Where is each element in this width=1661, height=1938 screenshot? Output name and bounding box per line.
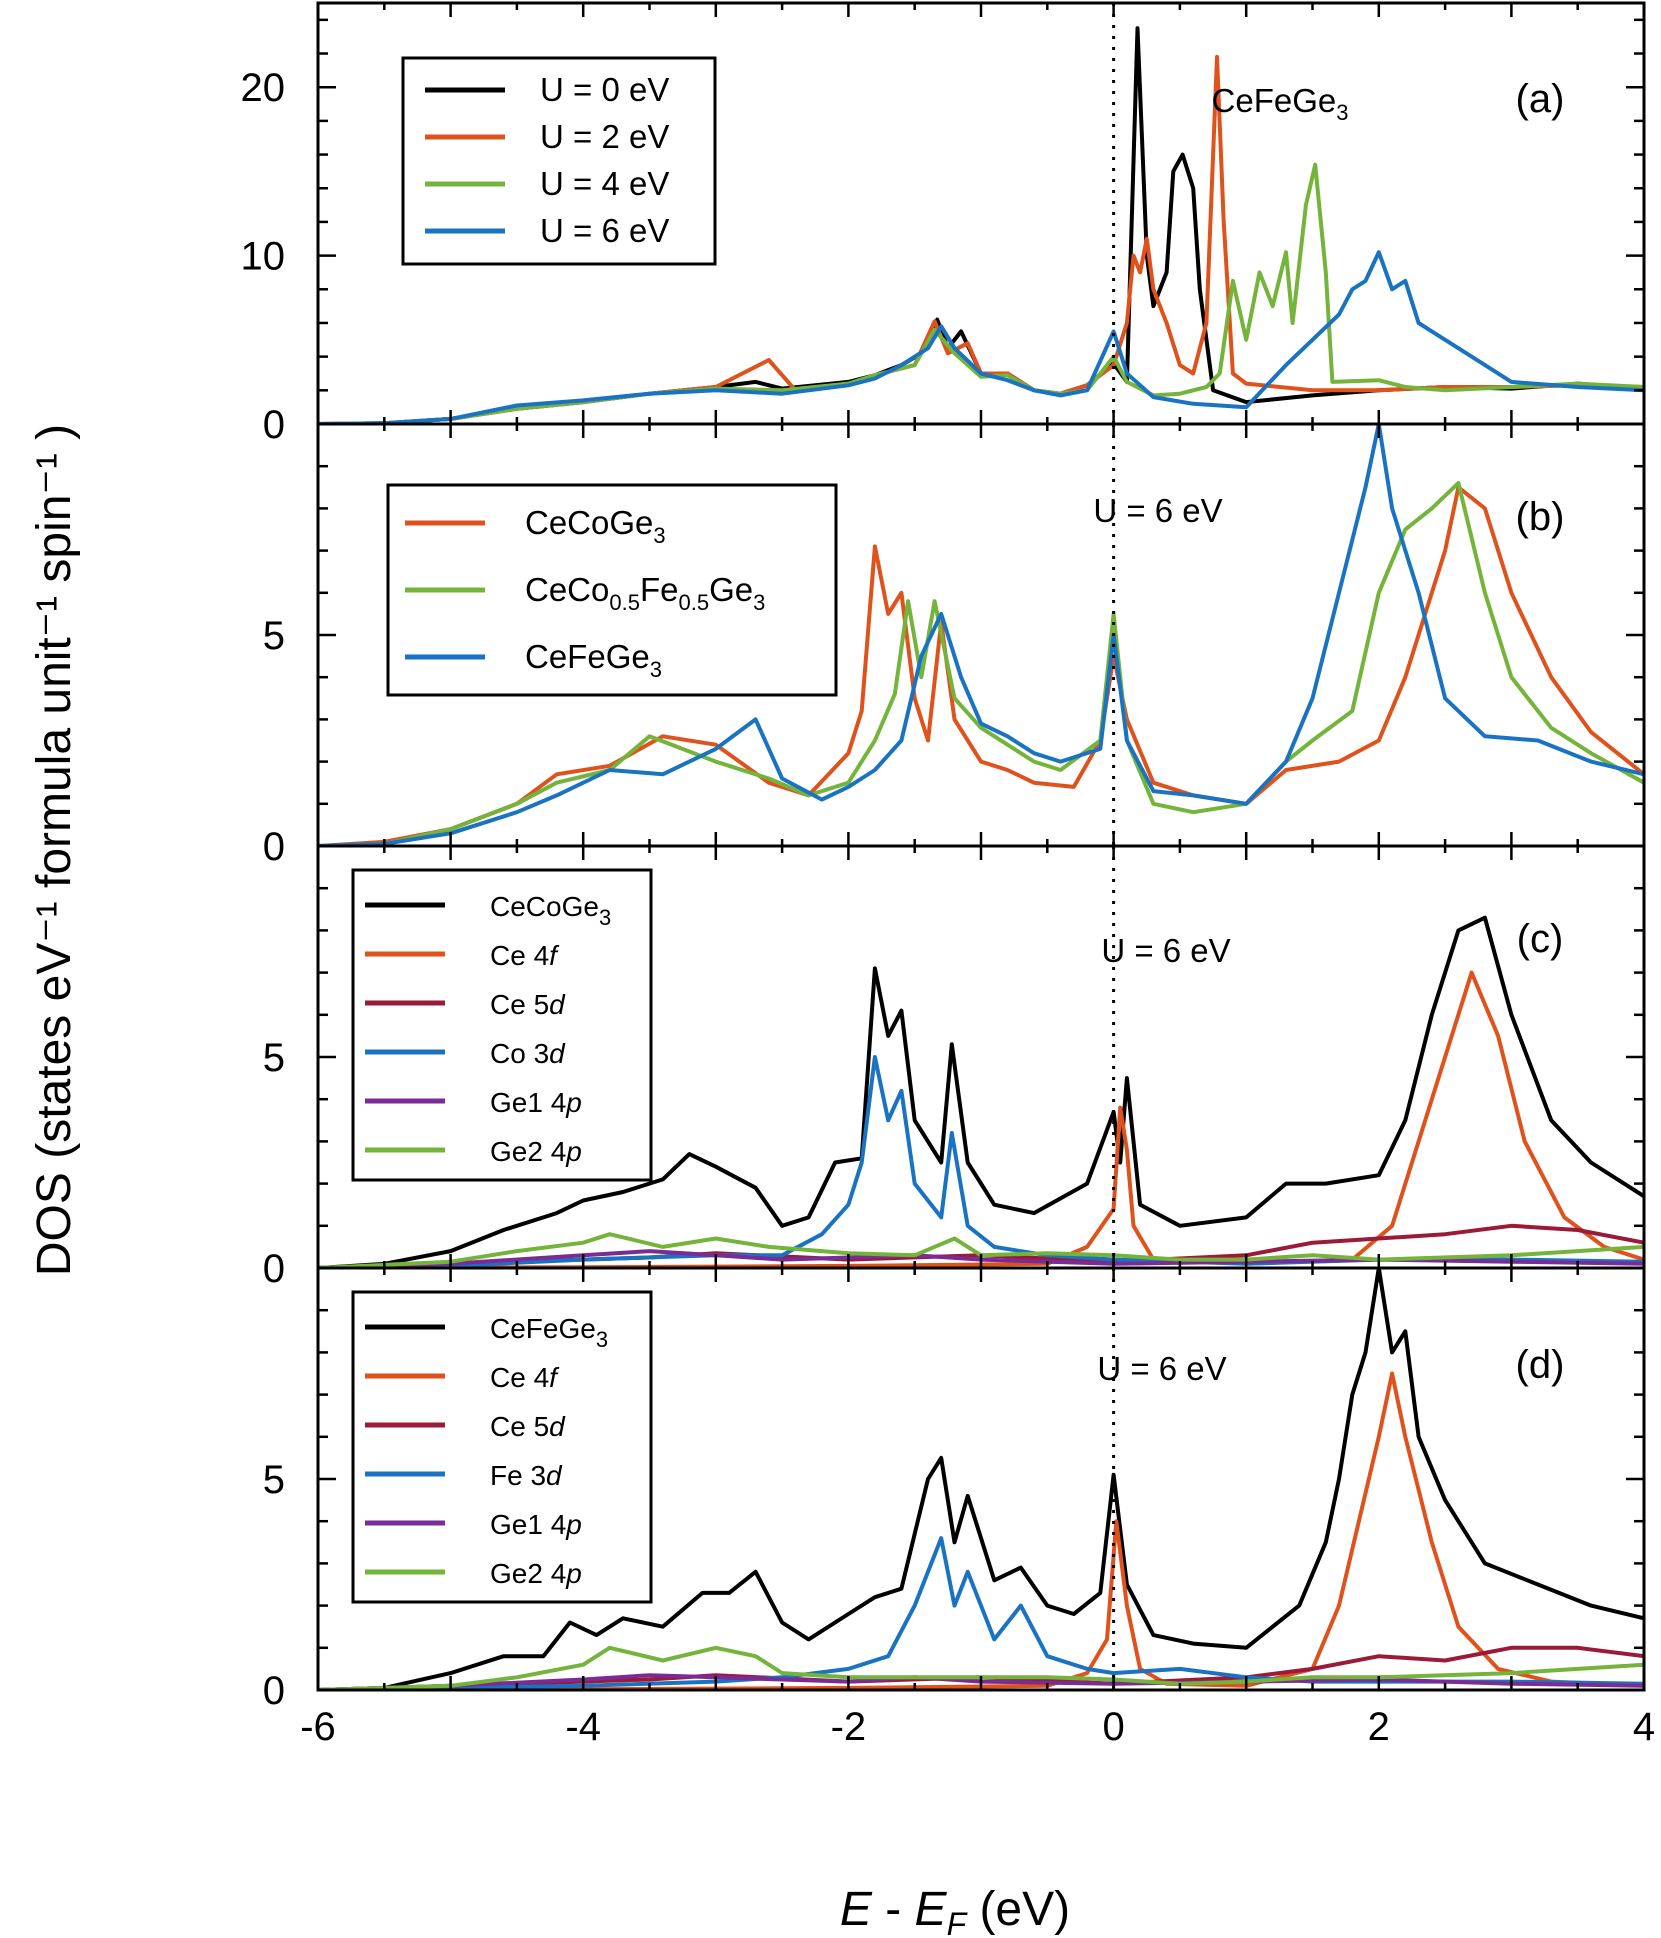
legend-entry-label: CeCoGe3 (490, 891, 611, 930)
series-line (318, 1232, 1644, 1268)
series-line (318, 250, 1644, 424)
legend-entry-label: Co 3d (490, 1038, 566, 1069)
legend-entry-label: U = 6 eV (540, 212, 669, 249)
legend-entry-label: Ce 5d (490, 1411, 566, 1442)
legend-entry-label: CeFeGe3 (525, 638, 662, 682)
legend-entry-label: U = 0 eV (540, 71, 669, 108)
legend-entry-label: CeCo0.5Fe0.5Ge3 (525, 571, 765, 615)
y-tick-label: 0 (263, 1669, 285, 1713)
legend-entry-label: Ge2 4p (490, 1136, 582, 1167)
y-axis-title: DOS (states eV⁻¹ formula unit⁻¹ spin⁻¹ ) (28, 424, 81, 1276)
legend-entry-label: U = 4 eV (540, 165, 669, 202)
x-axis-title: E - EF (eV) (840, 1883, 1070, 1938)
panel-tag: (c) (1517, 917, 1564, 961)
panel-note: U = 6 eV (1093, 492, 1222, 529)
x-tick-labels: -6 -4 -2 0 2 4 (300, 1705, 1655, 1749)
panel-note: CeFeGe3 (1212, 82, 1349, 125)
legend: U = 0 eV U = 2 eV U = 4 eV U = 6 eV (401, 56, 717, 266)
y-tick-label: 0 (263, 1247, 285, 1291)
legend-entry-label: Ce 5d (490, 989, 566, 1020)
series-line (318, 1268, 1644, 1690)
series-line (318, 1645, 1644, 1690)
x-tick-label: -6 (300, 1705, 336, 1749)
series-line (318, 424, 1644, 846)
x-tick-label: 2 (1368, 1705, 1390, 1749)
x-tick-label: 4 (1633, 1705, 1655, 1749)
legend-box (351, 868, 653, 1182)
series-line (318, 1645, 1644, 1690)
x-tick-label: 0 (1102, 1705, 1124, 1749)
series-group (318, 424, 1644, 846)
legend: CeCoGe3 CeCo0.5Fe0.5Ge3 CeFeGe3 (386, 483, 838, 697)
panel-note: U = 6 eV (1101, 932, 1230, 969)
y-tick-label: 0 (263, 403, 285, 447)
panel-tag: (d) (1516, 1343, 1565, 1387)
legend-entry-label: Ge2 4p (490, 1558, 582, 1589)
panel-1: 5 0 (b) U = 6 eV CeCoGe3 CeCo0.5Fe0.5Ge3 CeFeG… (263, 422, 1646, 869)
legend-entry-label: Fe 3d (490, 1460, 563, 1491)
y-axis-label: DOS (states eV⁻¹ formula unit⁻¹ spin⁻¹ ) (28, 424, 81, 1276)
y-tick-label: 20 (241, 66, 286, 110)
x-tick-label: -2 (831, 1705, 867, 1749)
y-tick-label: 0 (263, 825, 285, 869)
panel-tag: (b) (1516, 495, 1565, 539)
legend-entry-label: Ce 4f (490, 940, 560, 971)
panel-tag: (a) (1516, 77, 1565, 121)
y-tick-label: 10 (241, 235, 286, 279)
series-line (318, 485, 1644, 846)
legend-entry-label: Ge1 4p (490, 1087, 582, 1118)
series-line (318, 915, 1644, 1268)
legend-entry-label: U = 2 eV (540, 118, 669, 155)
series-line (318, 162, 1644, 424)
legend-entry-label: CeCoGe3 (525, 504, 666, 548)
legend: CeFeGe3 Ce 4f Ce 5d Fe 3d Ge1 4p Ge2 4p (351, 1290, 653, 1604)
panel-2: 5 0 (c) U = 6 eV CeCoGe3 Ce 4f Ce 5d Co 3d Ge1 4… (263, 844, 1646, 1291)
panel-note: U = 6 eV (1097, 1350, 1226, 1387)
panel-3: 5 0 (d) U = 6 eV CeFeGe3 Ce 4f Ce 5d Fe 3d Ge1 4… (263, 1266, 1646, 1713)
legend: CeCoGe3 Ce 4f Ce 5d Co 3d Ge1 4p Ge2 4p (351, 868, 653, 1182)
series-line (318, 481, 1644, 846)
legend-entry-label: Ge1 4p (490, 1509, 582, 1540)
series-group (318, 1268, 1644, 1690)
series-line (318, 1673, 1644, 1690)
y-tick-label: 5 (263, 1036, 285, 1080)
x-axis-label: E - EF (eV) (840, 1883, 1070, 1938)
legend-entry-label: CeFeGe3 (490, 1313, 608, 1352)
x-tick-label: -4 (565, 1705, 601, 1749)
y-tick-label: 5 (263, 1458, 285, 1502)
legend-box (351, 1290, 653, 1604)
legend-entry-label: Ce 4f (490, 1362, 560, 1393)
y-tick-label: 5 (263, 614, 285, 658)
series-group (318, 26, 1644, 424)
